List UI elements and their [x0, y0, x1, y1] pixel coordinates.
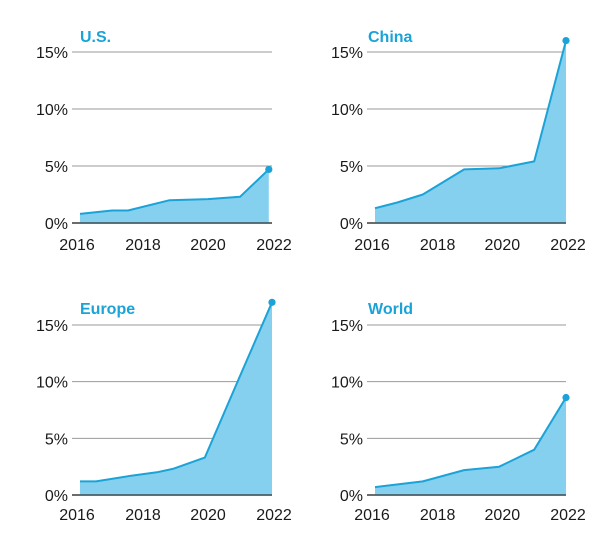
x-tick-label: 2016 [354, 507, 390, 524]
series-line [79, 168, 270, 215]
y-tick-label: 15% [331, 45, 363, 62]
panel-title: World [368, 301, 413, 318]
y-tick-label: 15% [36, 45, 68, 62]
x-tick-label: 2022 [550, 237, 586, 254]
series-line [80, 301, 273, 483]
x-tick-label: 2020 [485, 507, 521, 524]
x-tick-label: 2022 [256, 507, 292, 524]
y-tick-label: 5% [45, 159, 68, 176]
y-tick-label: 10% [331, 102, 363, 119]
panel-title: Europe [80, 301, 135, 318]
x-tick-label: 2018 [125, 507, 161, 524]
series-area [375, 40, 566, 223]
x-tick-label: 2016 [354, 237, 390, 254]
x-tick-label: 2018 [420, 507, 456, 524]
y-tick-label: 5% [45, 431, 68, 448]
x-tick-label: 2022 [550, 507, 586, 524]
series-area [375, 397, 566, 495]
x-tick-label: 2018 [125, 237, 161, 254]
x-tick-label: 2020 [190, 507, 226, 524]
y-tick-label: 5% [340, 159, 363, 176]
x-tick-label: 2016 [59, 507, 95, 524]
y-tick-label: 0% [45, 488, 68, 505]
y-tick-label: 10% [36, 375, 68, 392]
chart-panel-europe: 0% 5% 10% 15% 2016 2018 2020 2022 Europe [36, 298, 292, 524]
x-tick-label: 2020 [485, 237, 521, 254]
endpoint-marker [562, 393, 570, 402]
chart-panel-us: 0% 5% 10% 15% 2016 2018 2020 2022 U.S. [36, 29, 292, 254]
y-tick-label: 5% [340, 431, 363, 448]
y-tick-label: 0% [45, 216, 68, 233]
endpoint-marker [562, 37, 570, 45]
x-tick-label: 2016 [59, 237, 95, 254]
series-line [374, 396, 567, 489]
panel-title: U.S. [80, 29, 111, 46]
chart-panel-world: 0% 5% 10% 15% 2016 2018 2020 2022 World [331, 301, 586, 524]
x-tick-label: 2022 [256, 237, 292, 254]
x-tick-label: 2020 [190, 237, 226, 254]
series-area [80, 302, 272, 495]
panel-title: China [368, 29, 413, 46]
y-tick-label: 0% [340, 488, 363, 505]
y-tick-label: 15% [36, 318, 68, 335]
y-tick-label: 10% [36, 102, 68, 119]
y-tick-label: 10% [331, 375, 363, 392]
series-area [80, 169, 269, 223]
y-tick-label: 15% [331, 318, 363, 335]
chart-panel-china: 0% 5% 10% 15% 2016 2018 2020 2022 China [331, 29, 586, 254]
endpoint-marker [268, 298, 276, 306]
endpoint-marker [265, 165, 273, 174]
series-line [374, 40, 567, 210]
x-tick-label: 2018 [420, 237, 456, 254]
y-tick-label: 0% [340, 216, 363, 233]
